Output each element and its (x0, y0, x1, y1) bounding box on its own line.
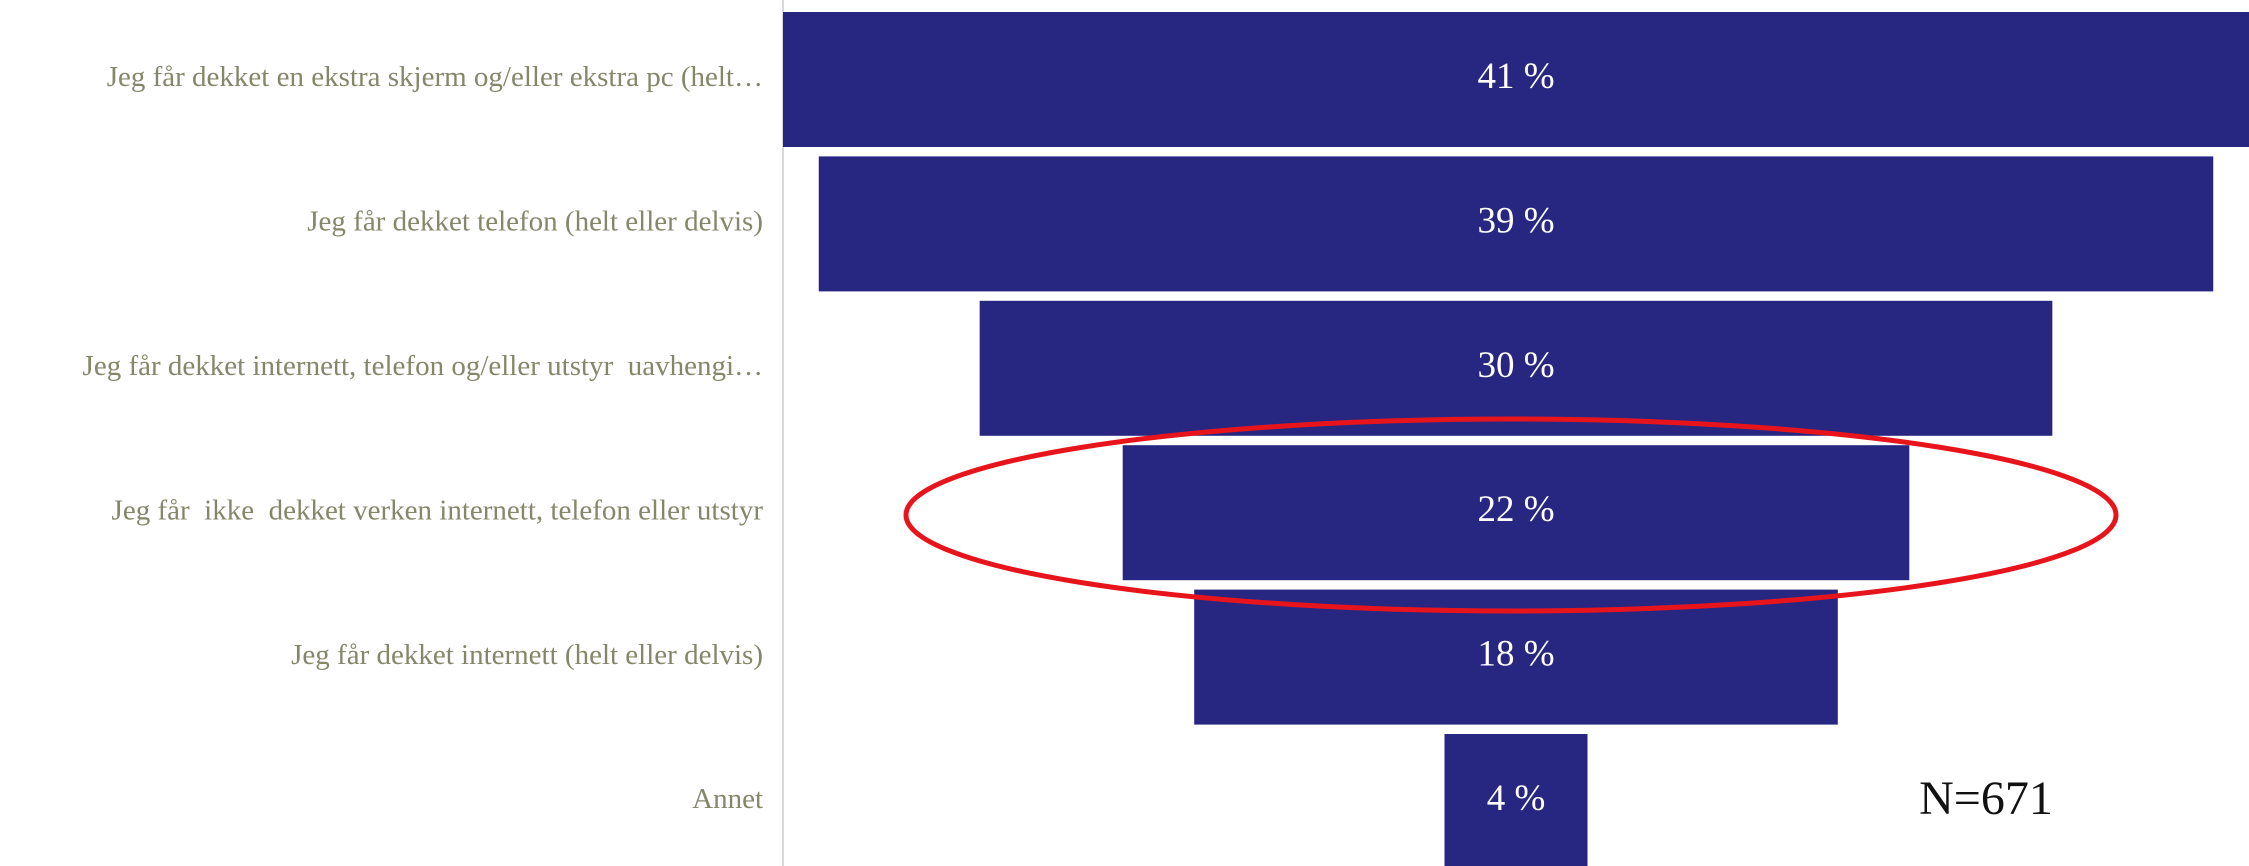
bar (783, 12, 2249, 147)
value-label: 41 % (1477, 56, 1554, 97)
highlight-ellipse (903, 416, 2119, 614)
category-label: Jeg får dekket en ekstra skjerm og/eller… (107, 61, 763, 93)
bar (818, 156, 2214, 292)
bar (1122, 445, 1910, 581)
category-label: Annet (692, 783, 763, 815)
value-label: 18 % (1477, 634, 1554, 675)
bar (1444, 734, 1588, 866)
category-label: Jeg får ikke dekket verken internett, te… (112, 494, 764, 526)
category-label: Jeg får dekket internett (helt eller del… (291, 639, 763, 671)
value-label: 30 % (1477, 345, 1554, 386)
value-label: 4 % (1487, 778, 1546, 819)
bar (979, 300, 2053, 436)
category-label: Jeg får dekket telefon (helt eller delvi… (307, 206, 763, 238)
category-label: Jeg får dekket internett, telefon og/ell… (83, 350, 763, 382)
annotation: N=671 (1919, 772, 2053, 825)
value-label: 39 % (1477, 200, 1554, 241)
value-label: 22 % (1477, 489, 1554, 530)
